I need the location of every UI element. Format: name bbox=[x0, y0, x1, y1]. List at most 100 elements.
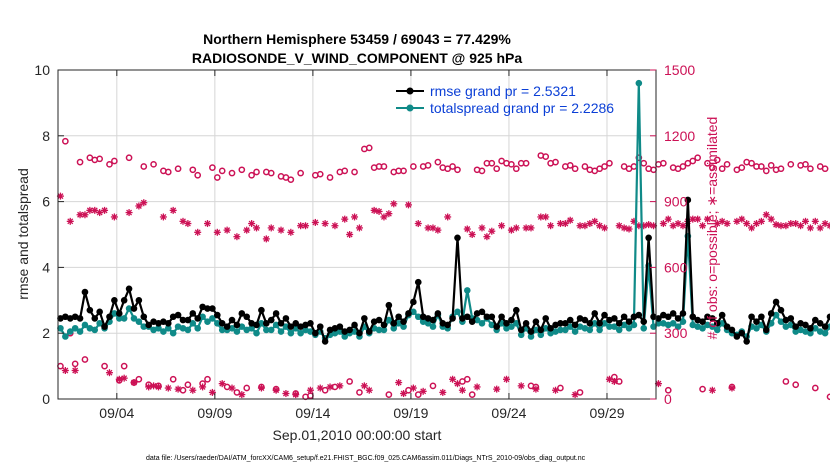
obs-assimilated-marker bbox=[130, 379, 138, 387]
totalspread-point bbox=[375, 326, 383, 334]
obs-assimilated-marker bbox=[351, 213, 359, 221]
totalspread-point bbox=[184, 326, 192, 334]
rmse-point bbox=[816, 320, 824, 327]
y-tick-label: 8 bbox=[42, 128, 50, 144]
rmse-point bbox=[738, 329, 746, 337]
rmse-point bbox=[635, 311, 643, 319]
obs-assimilated-marker bbox=[723, 220, 731, 228]
obs-assimilated-marker bbox=[233, 233, 241, 241]
rmse-point bbox=[664, 313, 672, 321]
obs-possible-marker bbox=[414, 391, 422, 398]
rmse-point bbox=[571, 321, 579, 329]
rmse-point bbox=[767, 310, 775, 317]
rmse-point bbox=[258, 306, 265, 314]
rmse-point bbox=[336, 323, 344, 330]
totalspread-point bbox=[282, 323, 290, 330]
obs-possible-marker bbox=[699, 385, 706, 393]
obs-assimilated-marker bbox=[762, 211, 770, 219]
obs-assimilated-marker bbox=[738, 215, 746, 223]
obs-possible-marker bbox=[463, 375, 471, 383]
obs-possible-marker bbox=[194, 171, 202, 179]
rmse-point bbox=[414, 278, 422, 286]
rmse-point bbox=[346, 326, 353, 334]
rmse-point bbox=[76, 315, 84, 322]
obs-assimilated-marker bbox=[689, 215, 697, 223]
obs-assimilated-marker bbox=[797, 222, 805, 230]
obs-possible-marker bbox=[248, 171, 255, 179]
rmse-point bbox=[400, 318, 407, 325]
obs-assimilated-marker bbox=[419, 387, 427, 395]
obs-assimilated-marker bbox=[184, 220, 192, 228]
rmse-point bbox=[223, 323, 231, 330]
totalspread-point bbox=[336, 328, 344, 335]
obs-possible-marker bbox=[679, 163, 687, 170]
y2-tick-label: 1200 bbox=[664, 128, 695, 144]
obs-assimilated-marker bbox=[620, 224, 628, 232]
rmse-point bbox=[611, 315, 618, 322]
obs-possible-marker bbox=[174, 165, 182, 173]
obs-assimilated-marker bbox=[125, 209, 133, 217]
obs-possible-marker bbox=[189, 166, 197, 174]
obs-possible-marker bbox=[713, 156, 721, 164]
obs-assimilated-marker bbox=[159, 213, 167, 221]
totalspread-point bbox=[189, 320, 197, 327]
rmse-point bbox=[522, 320, 530, 327]
rmse-point bbox=[111, 297, 118, 304]
obs-possible-marker bbox=[111, 157, 118, 165]
obs-assimilated-marker bbox=[223, 226, 231, 234]
obs-assimilated-marker bbox=[287, 228, 295, 236]
obs-assimilated-marker bbox=[135, 202, 143, 210]
obs-possible-marker bbox=[213, 174, 221, 181]
rmse-point bbox=[135, 297, 143, 304]
totalspread-point bbox=[611, 323, 618, 330]
legend-rmse-label: rmse grand pr = 2.5321 bbox=[430, 83, 576, 99]
rmse-point bbox=[753, 318, 760, 325]
obs-possible-marker bbox=[758, 163, 765, 170]
rmse-point bbox=[699, 318, 706, 325]
totalspread-point bbox=[669, 320, 677, 327]
obs-possible-marker bbox=[748, 159, 755, 167]
obs-assimilated-marker bbox=[316, 384, 324, 392]
totalspread-point bbox=[164, 324, 172, 332]
rmse-point bbox=[812, 316, 819, 324]
obs-assimilated-marker bbox=[360, 382, 368, 390]
rmse-point bbox=[390, 320, 398, 327]
x-tick-label: 09/29 bbox=[589, 405, 624, 421]
totalspread-point bbox=[650, 323, 657, 330]
totalspread-point bbox=[674, 323, 682, 330]
totalspread-point bbox=[625, 324, 633, 332]
y2-tick-label: 0 bbox=[664, 391, 672, 407]
obs-possible-marker bbox=[71, 360, 79, 368]
obs-assimilated-marker bbox=[81, 211, 89, 219]
totalspread-point bbox=[380, 326, 388, 334]
rmse-point bbox=[709, 315, 716, 322]
totalspread-point bbox=[630, 321, 638, 329]
obs-possible-marker bbox=[341, 167, 349, 175]
totalspread-point bbox=[424, 320, 432, 327]
rmse-point bbox=[689, 313, 697, 321]
rmse-point bbox=[498, 313, 505, 321]
totalspread-point bbox=[194, 324, 201, 332]
obs-assimilated-marker bbox=[483, 233, 491, 241]
obs-assimilated-marker bbox=[326, 383, 334, 391]
rmse-point bbox=[669, 310, 677, 317]
rmse-point bbox=[434, 310, 442, 317]
totalspread-point bbox=[155, 324, 162, 332]
obs-assimilated-marker bbox=[331, 222, 339, 230]
obs-assimilated-marker bbox=[811, 217, 819, 225]
rmse-point bbox=[115, 310, 123, 317]
obs-assimilated-marker bbox=[150, 382, 158, 390]
obs-assimilated-marker bbox=[248, 220, 256, 228]
rmse-point bbox=[209, 305, 216, 312]
obs-assimilated-marker bbox=[743, 220, 751, 228]
rmse-point bbox=[194, 315, 201, 322]
obs-assimilated-marker bbox=[547, 222, 555, 230]
totalspread-point bbox=[81, 321, 89, 329]
obs-possible-marker bbox=[738, 164, 746, 171]
obs-possible-marker bbox=[723, 160, 731, 168]
obs-possible-marker bbox=[468, 391, 476, 398]
obs-possible-marker bbox=[606, 159, 613, 167]
x-tick-label: 09/24 bbox=[491, 405, 526, 421]
obs-possible-marker bbox=[762, 167, 770, 175]
obs-assimilated-marker bbox=[302, 222, 310, 230]
